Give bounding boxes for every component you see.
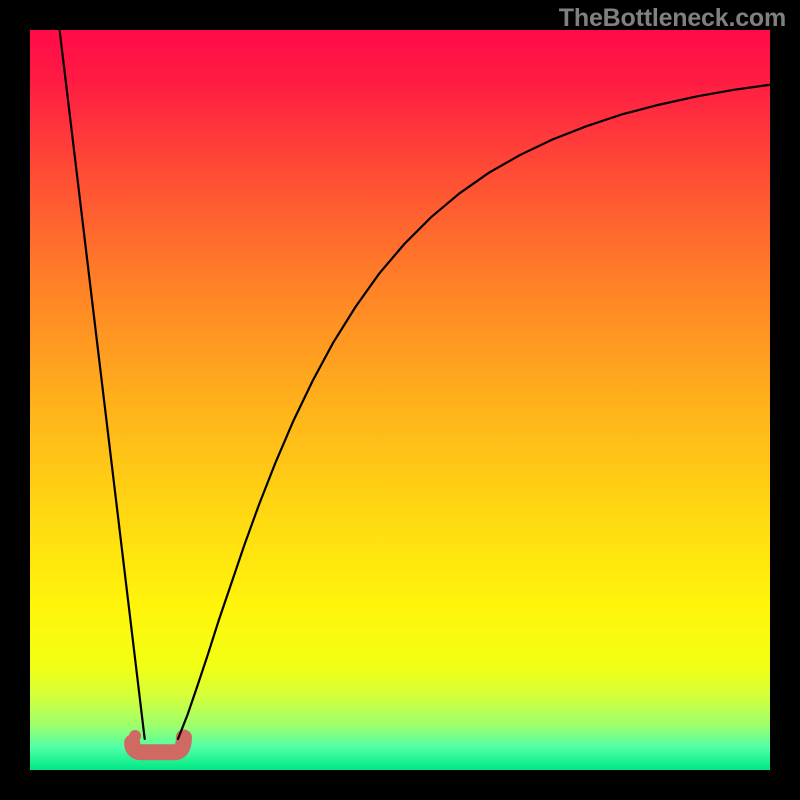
bottleneck-curve-chart <box>30 30 770 770</box>
bottleneck-curve <box>60 30 770 739</box>
plot-area <box>30 30 770 770</box>
figure-canvas: TheBottleneck.com <box>0 0 800 800</box>
optimal-valley-marker <box>129 730 184 752</box>
